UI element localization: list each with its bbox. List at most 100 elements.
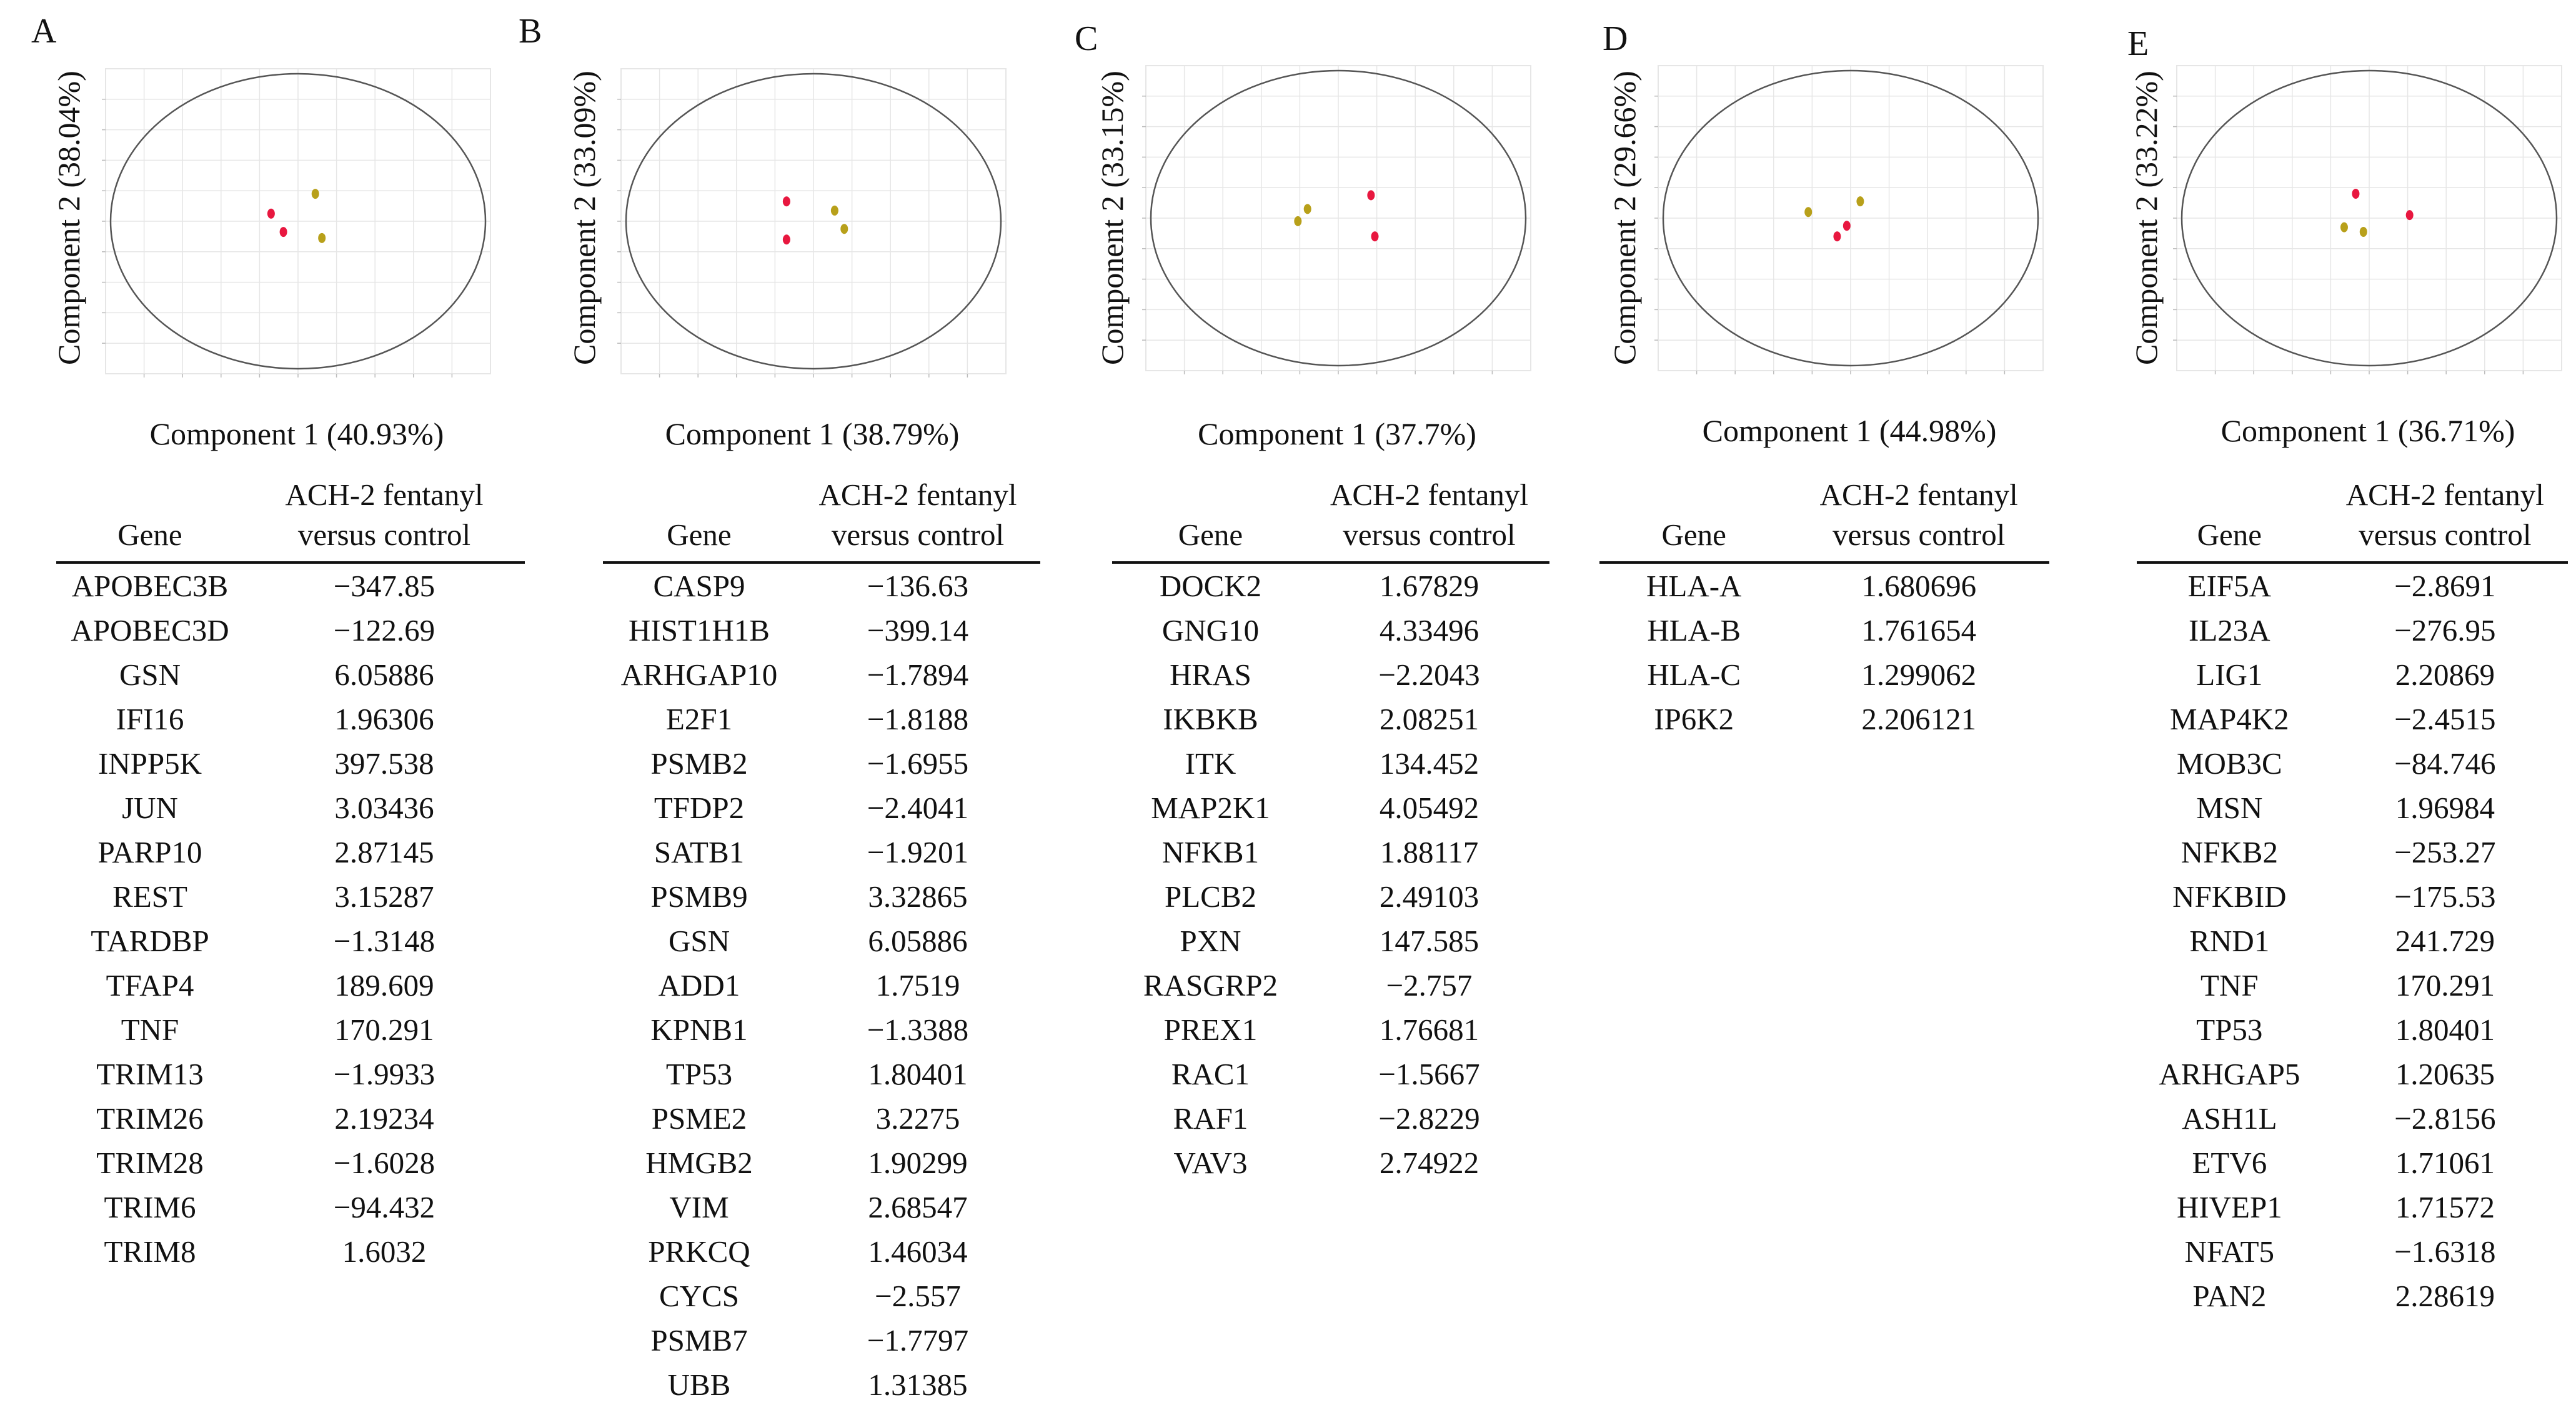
fold-change-value: 2.49103 [1379,879,1479,914]
confidence-ellipse [2181,69,2558,367]
fold-change-value: 397.538 [334,746,434,781]
table-row: TFDP2 −2.4041 [603,786,1040,830]
fold-change-value: −2.8229 [1378,1101,1480,1136]
gene-name: RND1 [2189,924,2270,958]
value-column-header: ACH-2 fentanyl versus control [244,475,525,564]
table-row: PARP10 2.87145 [56,830,525,874]
panel-letter: A [31,12,57,51]
table-row: TRIM8 1.6032 [56,1229,525,1274]
fold-change-value: 1.90299 [868,1146,968,1180]
confidence-ellipse [625,72,1002,370]
pca-plot [2173,65,2562,374]
table-row: IKBKB 2.08251 [1112,697,1549,741]
gene-name: NFKBID [2172,879,2287,914]
panel-c: C Component 2 (33.15%) Component 1 (37.7… [1037,0,1549,1415]
fold-change-value: 1.67829 [1379,569,1479,603]
gene-table: Gene ACH-2 fentanyl versus control HLA-A 1… [1599,475,2049,741]
fold-change-value: 1.761654 [1861,613,1977,648]
table-row: HLA-C 1.299062 [1599,652,2049,697]
gene-name: PRKCQ [648,1234,750,1269]
gene-name: HRAS [1170,658,1251,692]
table-row: PREX1 1.76681 [1112,1008,1549,1052]
y-axis-label: Component 2 (29.66%) [1607,71,1642,365]
gene-name: GSN [668,924,730,958]
value-column-header: ACH-2 fentanyl versus control [2322,475,2568,564]
gene-table: Gene ACH-2 fentanyl versus control DOCK2 1… [1112,475,1549,1185]
gene-name: TFDP2 [654,791,745,825]
gene-name: PXN [1180,924,1241,958]
table-row: HIVEP1 1.71572 [2137,1185,2568,1229]
fold-change-value: 189.609 [334,968,434,1002]
table-row: TRIM13 −1.9933 [56,1052,525,1096]
gene-name: IFI16 [116,702,184,736]
gene-name: PAN2 [2192,1279,2267,1313]
gene-name: IKBKB [1163,702,1258,736]
table-row: REST 3.15287 [56,874,525,919]
fold-change-value: −1.7894 [867,658,969,692]
fold-change-value: −276.95 [2394,613,2496,648]
table-row: VAV3 2.74922 [1112,1141,1549,1185]
table-row: MAP4K2 −2.4515 [2137,697,2568,741]
data-point-control [279,227,287,238]
gene-name: CASP9 [653,569,745,603]
panel-b: B Component 2 (33.09%) Component 1 (38.7… [519,0,1040,1415]
gene-name: PSME2 [651,1101,747,1136]
fold-change-value: 1.31385 [868,1368,968,1402]
table-row: IP6K2 2.206121 [1599,697,2049,741]
fold-change-value: −2.557 [875,1279,961,1313]
fold-change-value: 1.7519 [875,968,960,1002]
table-row: TARDBP −1.3148 [56,919,525,963]
gene-table: Gene ACH-2 fentanyl versus control APOBEC… [56,475,525,1274]
fold-change-value: −1.9201 [867,835,969,869]
fold-change-value: 1.71572 [2395,1190,2495,1224]
gene-name: ETV6 [2192,1146,2267,1180]
fold-change-value: 1.96984 [2395,791,2495,825]
table-row: EIF5A −2.8691 [2137,562,2568,608]
fold-change-value: −1.9933 [333,1057,435,1091]
pca-plot [1654,65,2044,374]
data-point-control [267,208,275,219]
gene-name: ASH1L [2182,1101,2277,1136]
data-point-fentanyl [1294,216,1302,226]
gene-name: E2F1 [665,702,733,736]
table-row: IFI16 1.96306 [56,697,525,741]
data-point-control [2352,188,2360,199]
value-column-header: ACH-2 fentanyl versus control [795,475,1040,564]
table-row: MSN 1.96984 [2137,786,2568,830]
table-row: HRAS −2.2043 [1112,652,1549,697]
table-row: DOCK2 1.67829 [1112,562,1549,608]
x-axis-label: Component 1 (44.98%) [1702,413,1997,448]
fold-change-value: 147.585 [1379,924,1479,958]
fold-change-value: −1.3148 [333,924,435,958]
table-row: TP53 1.80401 [603,1052,1040,1096]
gene-name: IP6K2 [1654,702,1734,736]
y-axis-label: Component 2 (33.09%) [567,71,602,365]
fold-change-value: −2.4515 [2394,702,2496,736]
gene-name: ARHGAP5 [2159,1057,2300,1091]
gene-column-header: Gene [1112,475,1309,564]
fold-change-value: −2.8691 [2394,569,2496,603]
fold-change-value: 1.680696 [1861,569,1977,603]
fold-change-value: 1.6032 [342,1234,427,1269]
gene-name: TRIM6 [104,1190,196,1224]
data-point-control [1833,231,1841,242]
fold-change-value: −1.8188 [867,702,969,736]
gene-name: HLA-B [1647,613,1741,648]
gene-name: RASGRP2 [1143,968,1278,1002]
x-axis-label: Component 1 (38.79%) [665,416,960,451]
table-row: CASP9 −136.63 [603,562,1040,608]
data-point-fentanyl [311,189,319,199]
table-row: RAC1 −1.5667 [1112,1052,1549,1096]
table-row: GSN 6.05886 [56,652,525,697]
gene-name: ARHGAP10 [620,658,778,692]
table-row: TRIM26 2.19234 [56,1096,525,1141]
gene-name: APOBEC3B [71,569,229,603]
gene-name: MSN [2196,791,2263,825]
table-row: KPNB1 −1.3388 [603,1008,1040,1052]
gene-name: HLA-C [1647,658,1741,692]
fold-change-value: −1.5667 [1378,1057,1480,1091]
table-row: PSME2 3.2275 [603,1096,1040,1141]
fold-change-value: −253.27 [2394,835,2496,869]
fold-change-value: −84.746 [2394,746,2496,781]
table-row: GSN 6.05886 [603,919,1040,963]
